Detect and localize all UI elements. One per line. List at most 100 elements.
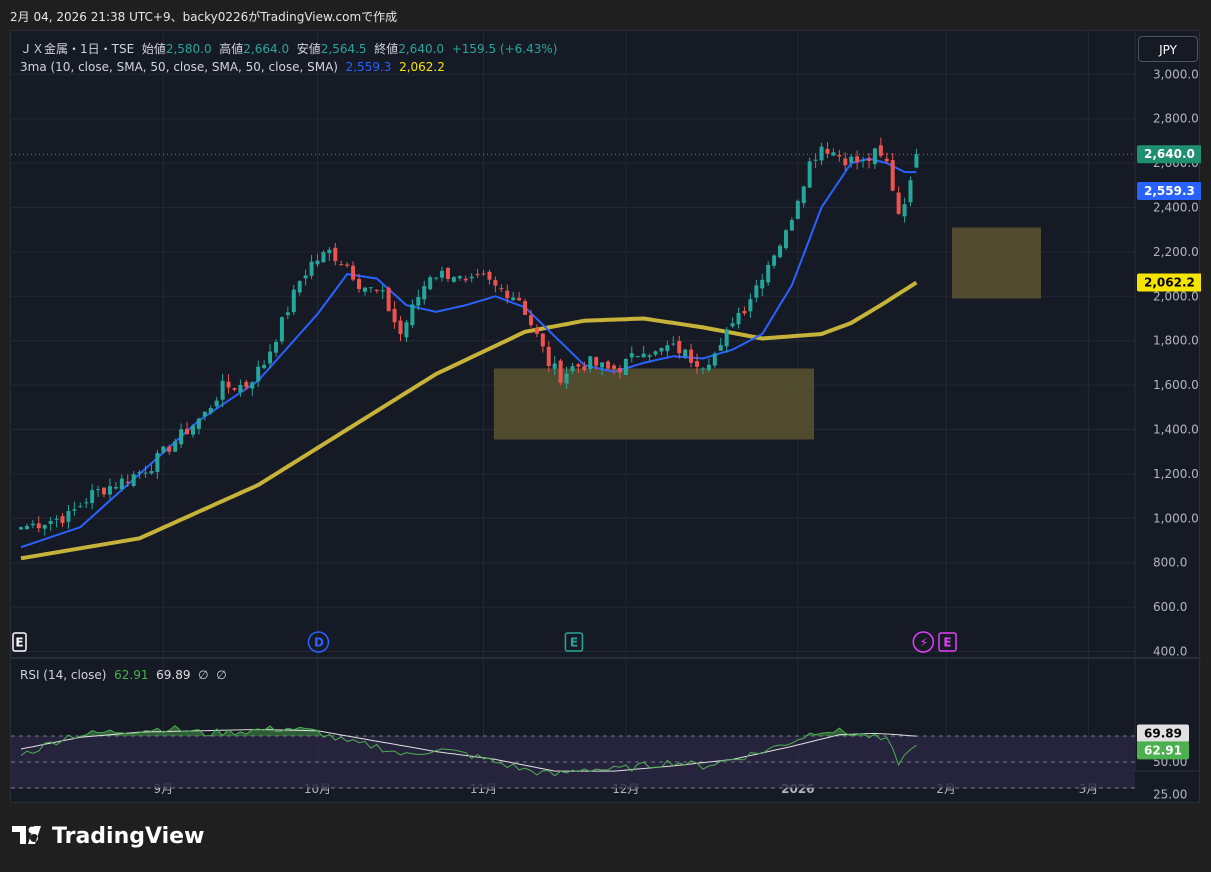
- candle[interactable]: [113, 487, 118, 489]
- candle[interactable]: [712, 353, 717, 366]
- currency-button[interactable]: JPY: [1138, 36, 1198, 62]
- candle[interactable]: [357, 278, 362, 290]
- candle[interactable]: [84, 502, 89, 504]
- candle[interactable]: [902, 204, 907, 217]
- candle[interactable]: [523, 301, 528, 315]
- candle[interactable]: [695, 361, 700, 367]
- ma-label[interactable]: 3ma (10, close, SMA, 50, close, SMA, 50,…: [20, 60, 338, 74]
- candle[interactable]: [173, 441, 178, 452]
- candle[interactable]: [297, 281, 302, 293]
- tradingview-logo[interactable]: TradingView: [12, 824, 204, 849]
- candle[interactable]: [374, 289, 379, 292]
- candle[interactable]: [380, 290, 385, 292]
- candle[interactable]: [451, 277, 456, 282]
- split-marker[interactable]: [912, 631, 935, 653]
- candle[interactable]: [351, 265, 356, 280]
- candle[interactable]: [190, 425, 195, 435]
- candle[interactable]: [131, 474, 136, 486]
- candle[interactable]: [540, 333, 545, 347]
- candle[interactable]: [250, 382, 255, 389]
- candle[interactable]: [30, 523, 35, 526]
- candle[interactable]: [362, 287, 367, 292]
- candle[interactable]: [546, 346, 551, 367]
- candle[interactable]: [487, 271, 492, 280]
- candle[interactable]: [683, 349, 688, 357]
- candle[interactable]: [813, 159, 818, 161]
- candle[interactable]: [19, 527, 23, 530]
- candle[interactable]: [256, 366, 261, 382]
- candle[interactable]: [119, 478, 124, 490]
- candle[interactable]: [517, 297, 522, 301]
- candle[interactable]: [493, 280, 498, 286]
- candle[interactable]: [831, 152, 836, 156]
- candle[interactable]: [570, 366, 575, 372]
- candle[interactable]: [766, 264, 771, 283]
- candle[interactable]: [434, 277, 439, 279]
- candle[interactable]: [285, 312, 290, 316]
- candle[interactable]: [896, 192, 901, 214]
- candle[interactable]: [102, 487, 107, 495]
- candle[interactable]: [463, 278, 468, 281]
- candle[interactable]: [914, 154, 919, 168]
- candle[interactable]: [505, 290, 510, 299]
- candle[interactable]: [594, 357, 599, 366]
- symbol-name[interactable]: ＪＸ金属・1日・TSE: [20, 42, 135, 56]
- candle[interactable]: [161, 446, 166, 453]
- earnings-marker[interactable]: [564, 632, 584, 652]
- candle[interactable]: [96, 489, 101, 491]
- candle[interactable]: [647, 355, 652, 357]
- candle[interactable]: [878, 145, 883, 156]
- candle[interactable]: [588, 356, 593, 369]
- candle[interactable]: [736, 313, 741, 325]
- candle[interactable]: [849, 156, 854, 163]
- candle[interactable]: [665, 345, 670, 352]
- candle[interactable]: [428, 277, 433, 290]
- candle[interactable]: [653, 351, 658, 355]
- candle[interactable]: [60, 516, 65, 524]
- candle[interactable]: [327, 249, 332, 254]
- rsi-label[interactable]: RSI (14, close): [20, 668, 107, 682]
- candle[interactable]: [582, 366, 587, 370]
- candle[interactable]: [268, 351, 273, 364]
- candle[interactable]: [457, 276, 462, 279]
- candle[interactable]: [671, 343, 676, 345]
- candle[interactable]: [232, 388, 237, 390]
- candle[interactable]: [24, 525, 29, 530]
- candle[interactable]: [42, 525, 47, 529]
- candle[interactable]: [386, 287, 391, 312]
- candle[interactable]: [659, 348, 664, 352]
- candle[interactable]: [772, 255, 777, 266]
- candle[interactable]: [333, 247, 338, 262]
- candle[interactable]: [866, 158, 871, 161]
- candle[interactable]: [789, 220, 794, 231]
- candle[interactable]: [179, 429, 184, 445]
- candle[interactable]: [137, 471, 142, 474]
- candle[interactable]: [908, 180, 913, 203]
- candle[interactable]: [558, 360, 563, 383]
- candle[interactable]: [303, 275, 308, 279]
- candle[interactable]: [617, 367, 622, 373]
- candle[interactable]: [398, 320, 403, 335]
- candle[interactable]: [843, 158, 848, 166]
- candle[interactable]: [861, 159, 866, 161]
- candle[interactable]: [837, 154, 842, 157]
- candle[interactable]: [238, 385, 243, 393]
- candle[interactable]: [208, 407, 213, 414]
- candle[interactable]: [528, 315, 533, 326]
- candle[interactable]: [149, 471, 154, 474]
- candle[interactable]: [623, 358, 628, 376]
- candle[interactable]: [66, 511, 71, 522]
- candle[interactable]: [475, 274, 480, 276]
- candle[interactable]: [884, 158, 889, 162]
- candle[interactable]: [315, 260, 320, 265]
- candle[interactable]: [214, 400, 219, 407]
- candle[interactable]: [416, 296, 421, 306]
- candle[interactable]: [612, 365, 616, 369]
- earnings-marker[interactable]: [12, 632, 27, 652]
- candle[interactable]: [635, 356, 640, 358]
- candle[interactable]: [244, 381, 249, 388]
- candle[interactable]: [564, 373, 569, 384]
- candle[interactable]: [422, 286, 427, 300]
- candle[interactable]: [481, 273, 486, 275]
- candle[interactable]: [872, 148, 877, 165]
